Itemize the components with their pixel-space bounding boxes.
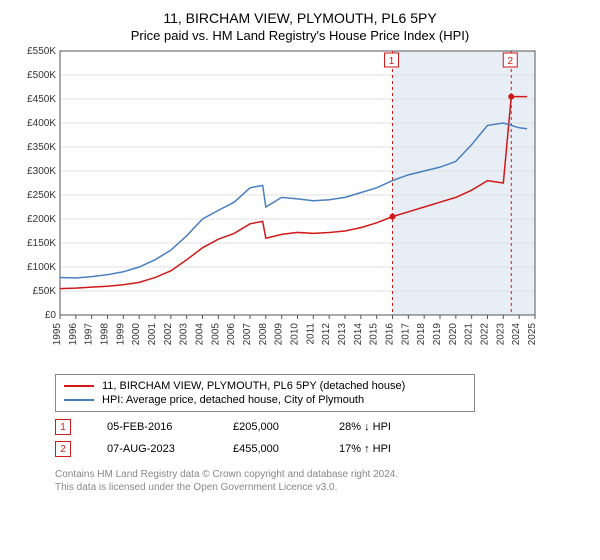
marker-table: 1 05-FEB-2016 £205,000 28% ↓ HPI 2 07-AU… [55, 416, 585, 460]
svg-text:1: 1 [389, 56, 395, 67]
svg-text:2015: 2015 [369, 323, 380, 346]
marker-badge: 2 [55, 441, 71, 457]
svg-text:£550K: £550K [27, 46, 56, 57]
svg-text:2007: 2007 [242, 323, 253, 346]
svg-text:2010: 2010 [290, 323, 301, 346]
svg-text:£0: £0 [45, 310, 57, 321]
svg-text:£350K: £350K [27, 142, 56, 153]
price-chart: £0 £50K £100K £150K £200K £250K £300K £350K £400… [15, 43, 585, 368]
svg-text:2021: 2021 [464, 323, 475, 346]
svg-text:2020: 2020 [448, 323, 459, 346]
svg-text:2000: 2000 [131, 323, 142, 346]
svg-text:£100K: £100K [27, 262, 56, 273]
svg-text:2016: 2016 [385, 323, 396, 346]
svg-text:2006: 2006 [226, 323, 237, 346]
svg-text:£150K: £150K [27, 238, 56, 249]
svg-text:2: 2 [507, 56, 513, 67]
marker-date: 05-FEB-2016 [107, 421, 197, 433]
svg-text:2002: 2002 [163, 323, 174, 346]
svg-text:2017: 2017 [400, 323, 411, 346]
marker-date: 07-AUG-2023 [107, 443, 197, 455]
svg-text:1999: 1999 [115, 323, 126, 346]
svg-text:2024: 2024 [511, 323, 522, 346]
page-title: 11, BIRCHAM VIEW, PLYMOUTH, PL6 5PY [15, 10, 585, 26]
table-row: 1 05-FEB-2016 £205,000 28% ↓ HPI [55, 416, 585, 438]
legend-swatch [64, 399, 94, 401]
page-subtitle: Price paid vs. HM Land Registry's House … [15, 28, 585, 43]
svg-text:1997: 1997 [84, 323, 95, 346]
marker-delta: 28% ↓ HPI [339, 421, 391, 433]
svg-text:2022: 2022 [480, 323, 491, 346]
svg-text:2025: 2025 [527, 323, 538, 346]
svg-text:2009: 2009 [274, 323, 285, 346]
svg-text:1996: 1996 [68, 323, 79, 346]
svg-text:2003: 2003 [179, 323, 190, 346]
marker-delta: 17% ↑ HPI [339, 443, 391, 455]
legend-item: HPI: Average price, detached house, City… [64, 393, 466, 407]
svg-text:2001: 2001 [147, 323, 158, 346]
svg-text:£400K: £400K [27, 118, 56, 129]
marker-price: £205,000 [233, 421, 303, 433]
table-row: 2 07-AUG-2023 £455,000 17% ↑ HPI [55, 438, 585, 460]
svg-text:2013: 2013 [337, 323, 348, 346]
svg-text:2018: 2018 [416, 323, 427, 346]
footer-line: This data is licensed under the Open Gov… [55, 481, 585, 494]
footer-line: Contains HM Land Registry data © Crown c… [55, 468, 585, 481]
svg-text:1995: 1995 [52, 323, 63, 346]
svg-text:2014: 2014 [353, 323, 364, 346]
svg-text:£250K: £250K [27, 190, 56, 201]
svg-text:£300K: £300K [27, 166, 56, 177]
svg-text:2005: 2005 [210, 323, 221, 346]
svg-text:£200K: £200K [27, 214, 56, 225]
svg-text:2008: 2008 [258, 323, 269, 346]
legend-item: 11, BIRCHAM VIEW, PLYMOUTH, PL6 5PY (det… [64, 379, 466, 393]
svg-text:1998: 1998 [100, 323, 111, 346]
svg-text:2004: 2004 [195, 323, 206, 346]
svg-text:2011: 2011 [305, 323, 316, 345]
marker-badge: 1 [55, 419, 71, 435]
svg-text:2023: 2023 [495, 323, 506, 346]
legend: 11, BIRCHAM VIEW, PLYMOUTH, PL6 5PY (det… [55, 374, 475, 412]
svg-text:2019: 2019 [432, 323, 443, 346]
svg-text:£500K: £500K [27, 70, 56, 81]
marker-price: £455,000 [233, 443, 303, 455]
svg-text:£450K: £450K [27, 94, 56, 105]
svg-text:£50K: £50K [33, 286, 57, 297]
svg-text:2012: 2012 [321, 323, 332, 346]
footer-attribution: Contains HM Land Registry data © Crown c… [55, 468, 585, 494]
legend-swatch [64, 385, 94, 387]
chart-svg: £0 £50K £100K £150K £200K £250K £300K £350K £400… [15, 43, 540, 363]
legend-label: HPI: Average price, detached house, City… [102, 394, 364, 406]
legend-label: 11, BIRCHAM VIEW, PLYMOUTH, PL6 5PY (det… [102, 380, 405, 392]
